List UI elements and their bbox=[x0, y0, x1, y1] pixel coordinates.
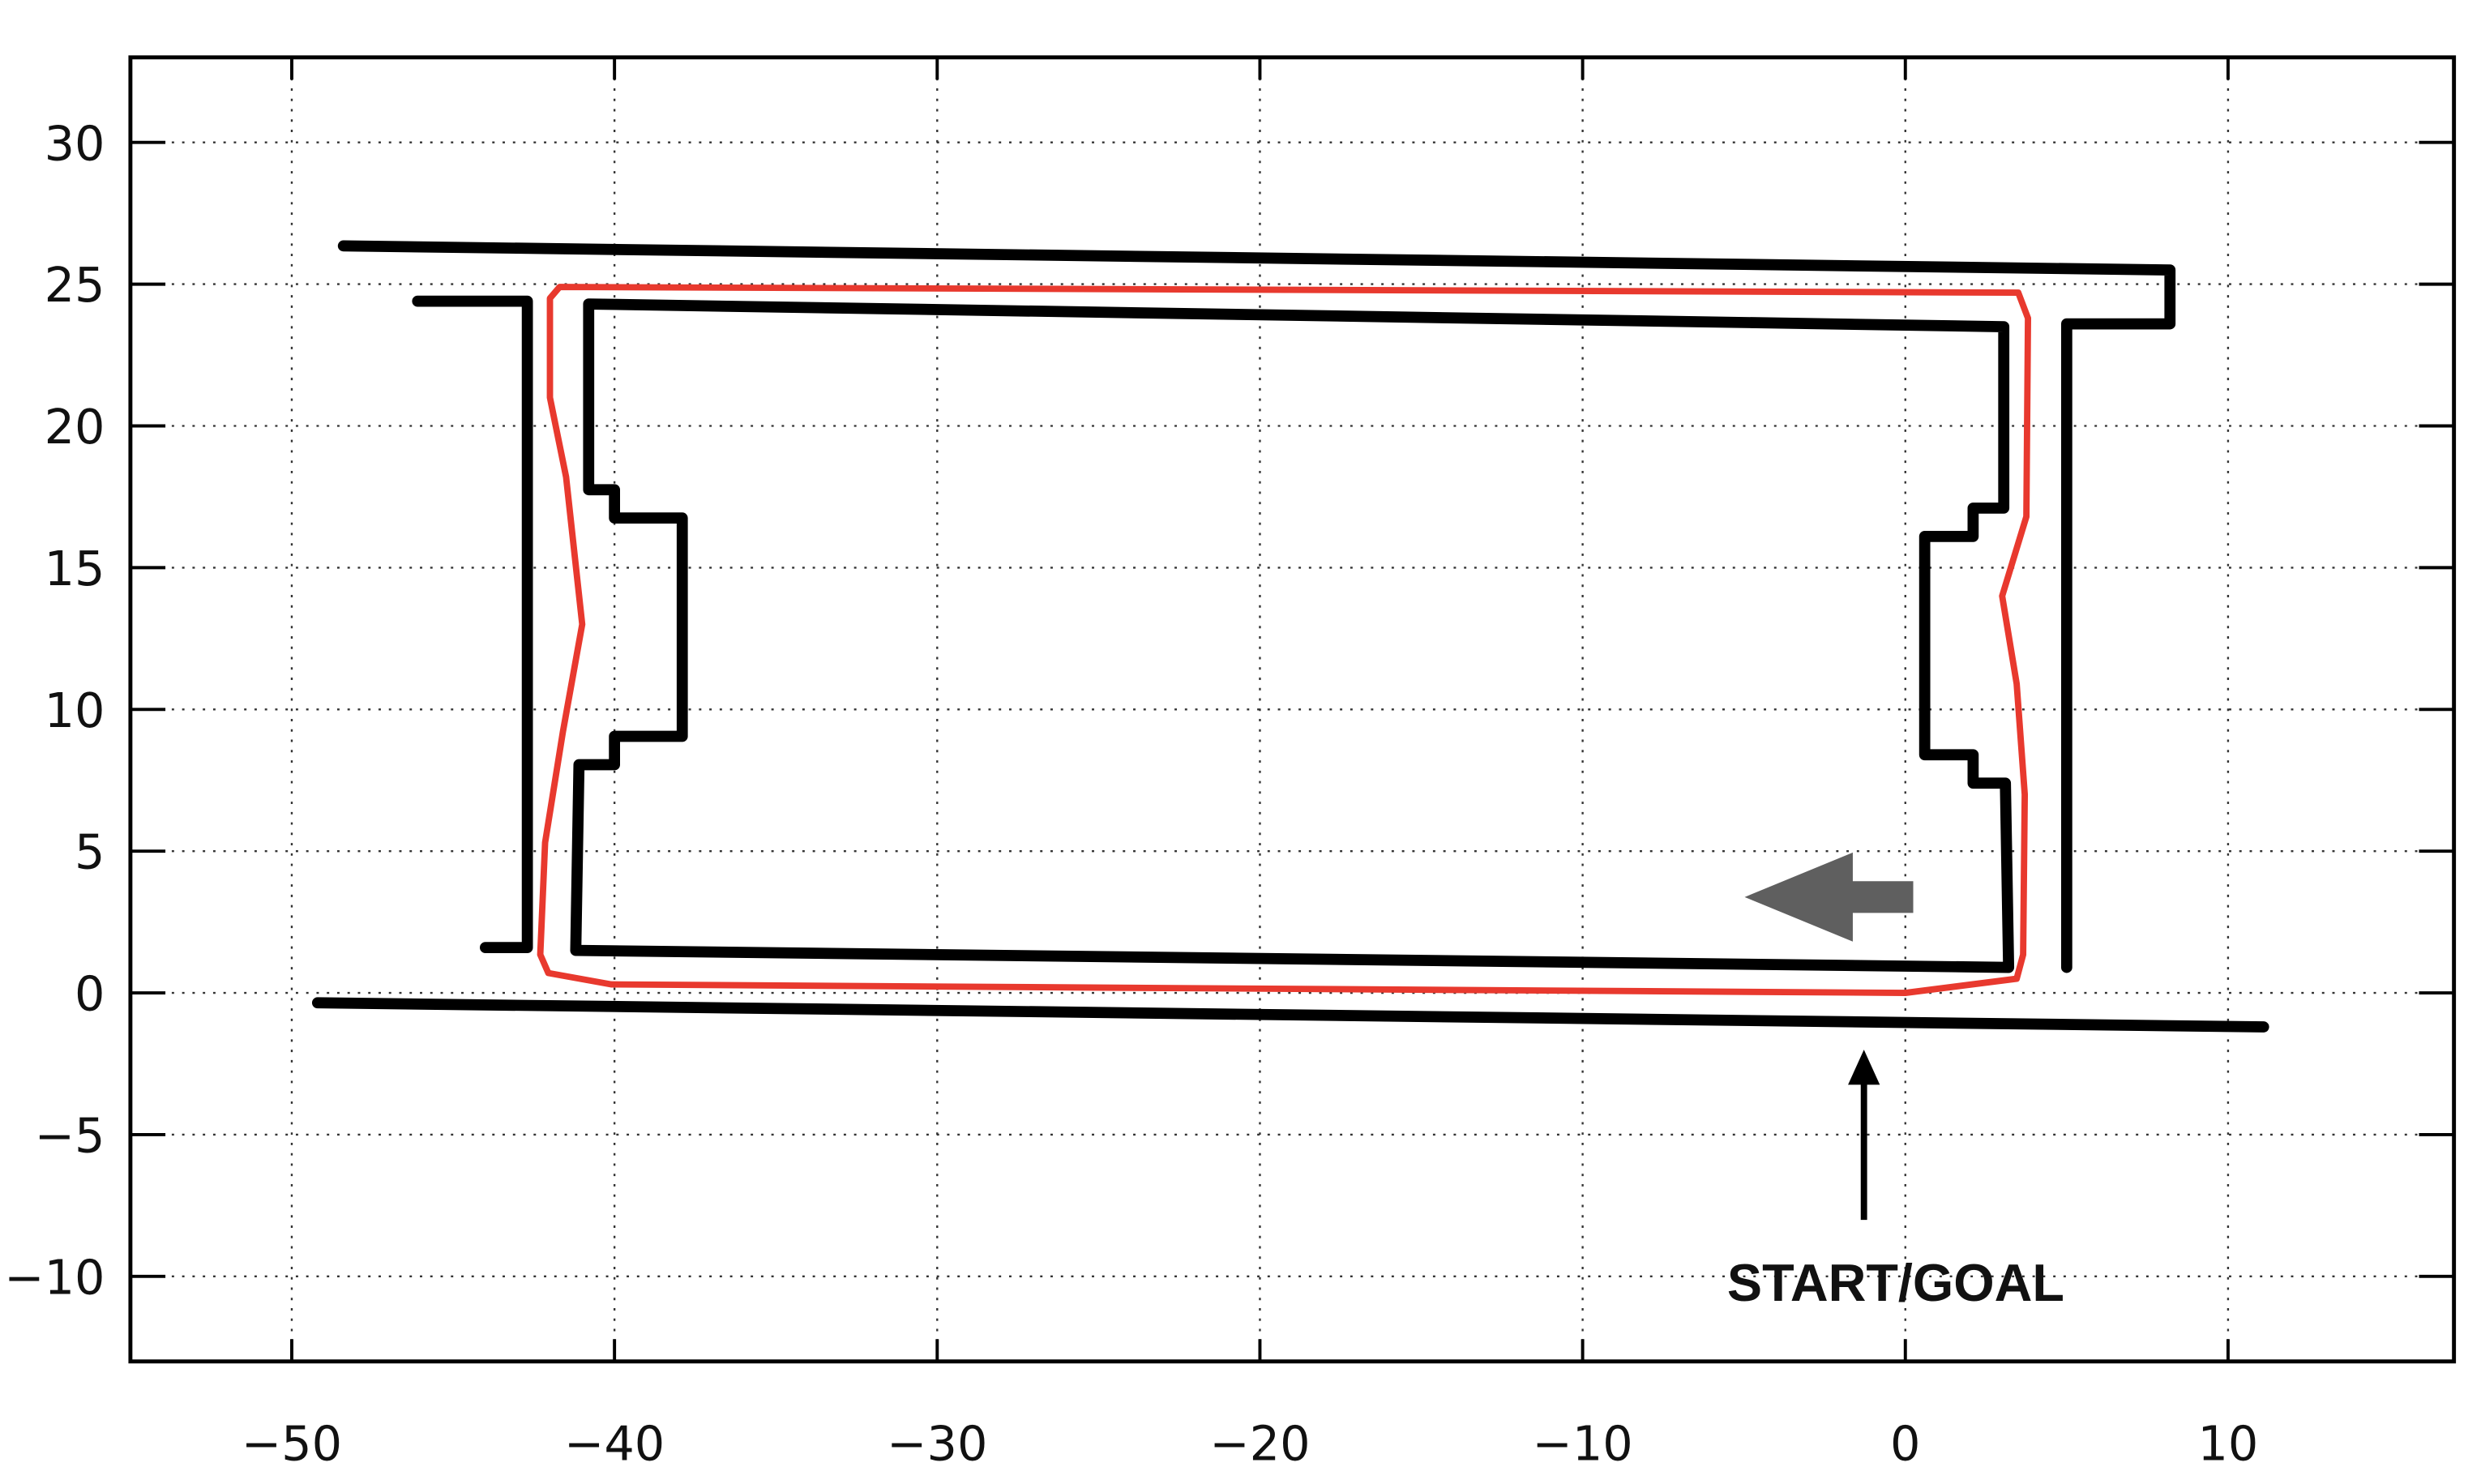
y-tick-label: −10 bbox=[4, 1249, 105, 1305]
plot-frame bbox=[128, 55, 2457, 1364]
x-tick-label: 10 bbox=[2197, 1415, 2258, 1471]
start-arrowhead bbox=[1848, 1050, 1880, 1085]
x-tick-label: −30 bbox=[887, 1415, 987, 1471]
direction-arrow bbox=[1744, 852, 1914, 942]
x-tick-label: 0 bbox=[1890, 1415, 1920, 1471]
x-tick-label: −50 bbox=[242, 1415, 342, 1471]
x-tick-label: −10 bbox=[1533, 1415, 1633, 1471]
y-tick-label: −5 bbox=[35, 1108, 105, 1164]
y-tick-label: 15 bbox=[45, 541, 105, 597]
map-line bbox=[412, 295, 533, 953]
map-line bbox=[337, 240, 2176, 973]
x-tick-label: −40 bbox=[564, 1415, 665, 1471]
map-line bbox=[570, 298, 2015, 973]
y-tick-label: 0 bbox=[75, 966, 105, 1022]
y-tick-label: 25 bbox=[45, 257, 105, 313]
y-tick-label: 5 bbox=[75, 824, 105, 880]
map-line bbox=[311, 997, 2269, 1033]
y-tick-label: 30 bbox=[45, 115, 105, 171]
y-tick-label: 10 bbox=[45, 682, 105, 738]
x-tick-label: −20 bbox=[1209, 1415, 1310, 1471]
map-line bbox=[537, 284, 2031, 996]
annotation: START/GOAL bbox=[1727, 1253, 2064, 1312]
y-tick-label: 20 bbox=[45, 399, 105, 455]
